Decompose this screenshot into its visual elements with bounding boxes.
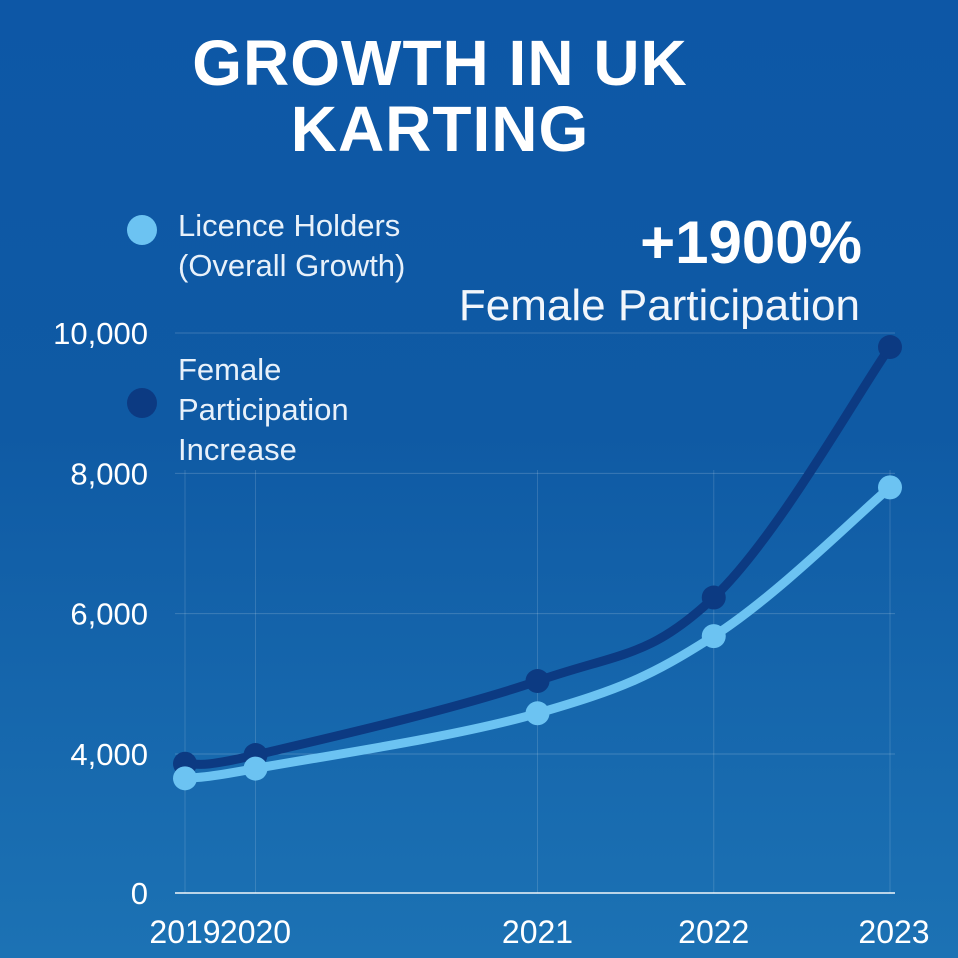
series-0-point-1 <box>243 756 268 781</box>
y-tick-label-3: 8,000 <box>70 456 148 491</box>
callout-label: Female Participation <box>458 281 860 330</box>
x-tick-label-1: 2020 <box>220 914 291 950</box>
series-1-point-4 <box>878 335 902 360</box>
chart-title: GROWTH IN UK KARTING <box>192 27 688 165</box>
y-tick-label-4: 10,000 <box>53 316 148 351</box>
x-tick-label-4: 2023 <box>858 914 929 950</box>
series-1-point-2 <box>525 669 550 694</box>
legend-label-female-participation: Female Participation Increase <box>178 352 349 467</box>
y-tick-label-2: 6,000 <box>70 597 148 632</box>
series-0-point-3 <box>701 624 726 649</box>
legend-label-licence-holders: Licence Holders (Overall Growth) <box>178 208 406 283</box>
series-0-point-2 <box>525 701 550 726</box>
series-0-point-0 <box>173 766 197 791</box>
tick-labels: 0 4,000 6,000 8,000 10,000 2019 2020 2021 2022 20… <box>53 316 929 950</box>
y-tick-label-1: 4,000 <box>70 737 148 772</box>
x-tick-label-3: 2022 <box>678 914 749 950</box>
legend-marker-licence-holders <box>127 215 157 245</box>
x-tick-label-2: 2021 <box>502 914 573 950</box>
callout-percentage: +1900% <box>640 209 862 276</box>
y-tick-label-0: 0 <box>131 876 148 911</box>
x-tick-label-0: 2019 <box>149 914 220 950</box>
series-0-point-4 <box>878 475 902 500</box>
series-layer <box>173 335 902 791</box>
gridlines <box>175 332 895 893</box>
legend-marker-female-participation <box>127 388 157 418</box>
series-1-point-3 <box>701 585 726 610</box>
